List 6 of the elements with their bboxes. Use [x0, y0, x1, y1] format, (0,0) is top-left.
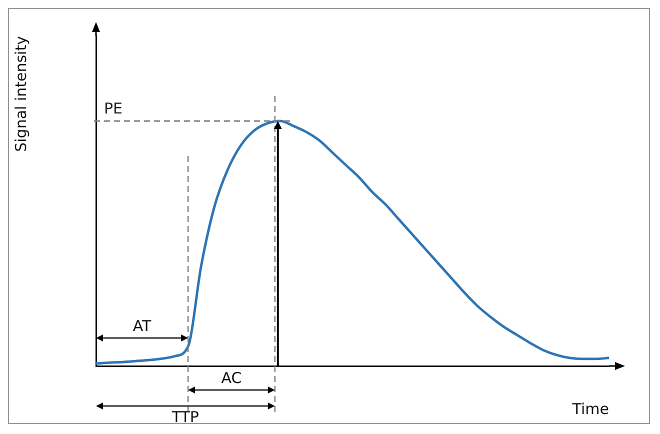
- ref-line-label: PE: [104, 99, 123, 118]
- y-axis-title: Signal intensity: [12, 36, 30, 152]
- text: AC: [220, 369, 243, 387]
- text: TTP: [170, 408, 200, 426]
- annotation: AT: [132, 317, 152, 335]
- x-axis-title: Time: [571, 400, 609, 418]
